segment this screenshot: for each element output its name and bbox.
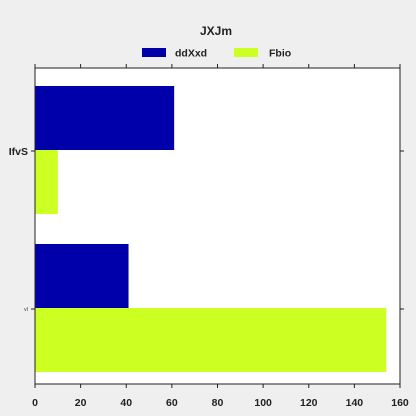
x-tick-label: 140 xyxy=(346,397,364,409)
x-tick-label: 20 xyxy=(75,397,87,409)
bar-ddxxd-vi xyxy=(35,244,129,308)
y-tick-label: IfvS xyxy=(9,146,28,158)
bar-ddxxd-ifvs xyxy=(35,86,175,150)
x-tick-label: 100 xyxy=(254,397,272,409)
x-tick-label: 120 xyxy=(300,397,318,409)
bar-fbio-vi xyxy=(35,308,387,372)
y-axis: IfvS vI xyxy=(9,146,404,313)
x-tick-label: 160 xyxy=(391,397,409,409)
legend-swatch-ddxxd xyxy=(142,48,166,57)
x-tick-label: 80 xyxy=(212,397,224,409)
plot-frame xyxy=(34,67,401,385)
x-tick-label: 60 xyxy=(166,397,178,409)
plot-border xyxy=(34,67,401,385)
x-axis: 0 20 40 60 80 100 120 140 160 xyxy=(32,64,409,409)
bars-group xyxy=(35,86,387,372)
x-tick-label: 0 xyxy=(32,397,38,409)
y-tick-label: vI xyxy=(24,307,28,313)
x-tick-label: 40 xyxy=(120,397,132,409)
legend-label-ddxxd: ddXxd xyxy=(175,48,207,60)
bar-fbio-ifvs xyxy=(35,150,58,214)
legend-swatch-fbio xyxy=(234,48,258,57)
chart-title: JXJm xyxy=(200,24,232,38)
legend-label-fbio: Fbio xyxy=(269,48,291,60)
chart-legend: ddXxd Fbio xyxy=(142,48,291,60)
